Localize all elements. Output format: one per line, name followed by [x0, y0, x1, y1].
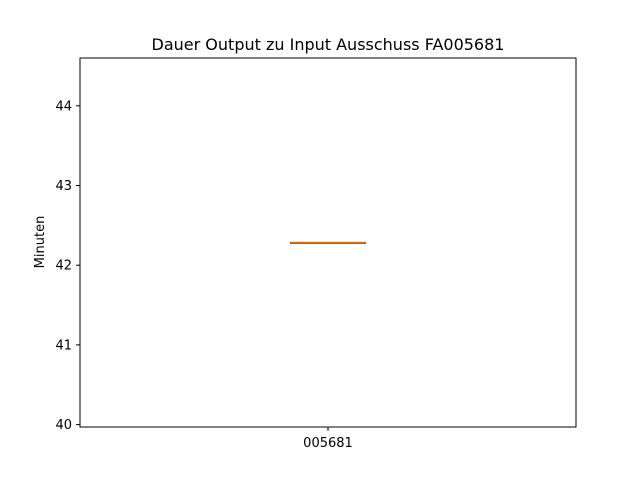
chart-title: Dauer Output zu Input Ausschuss FA005681	[152, 35, 505, 54]
x-tick-label: 005681	[303, 436, 353, 451]
y-tick-label: 44	[55, 99, 72, 114]
axes-frame	[79, 57, 577, 428]
y-tick-label: 43	[55, 179, 72, 194]
y-tick-label: 41	[55, 338, 72, 353]
plot-area: 40 41 42 43 44 005681	[55, 99, 366, 451]
y-tick-label: 40	[55, 418, 72, 433]
y-axis-label: Minuten	[33, 216, 48, 269]
y-tick-label: 42	[55, 259, 72, 274]
